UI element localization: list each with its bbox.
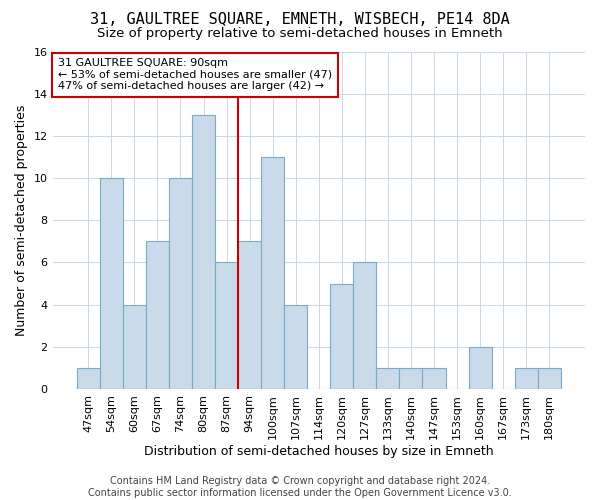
Bar <box>261 157 284 389</box>
Bar <box>538 368 561 389</box>
Bar <box>400 368 422 389</box>
Bar <box>284 304 307 389</box>
Bar <box>469 347 491 389</box>
Bar <box>422 368 446 389</box>
Bar <box>77 368 100 389</box>
Bar <box>330 284 353 389</box>
Text: Contains HM Land Registry data © Crown copyright and database right 2024.
Contai: Contains HM Land Registry data © Crown c… <box>88 476 512 498</box>
Bar <box>238 242 261 389</box>
Bar <box>353 262 376 389</box>
Text: Size of property relative to semi-detached houses in Emneth: Size of property relative to semi-detach… <box>97 28 503 40</box>
Bar <box>169 178 192 389</box>
Bar <box>100 178 123 389</box>
Y-axis label: Number of semi-detached properties: Number of semi-detached properties <box>15 104 28 336</box>
Bar <box>376 368 400 389</box>
Text: 31, GAULTREE SQUARE, EMNETH, WISBECH, PE14 8DA: 31, GAULTREE SQUARE, EMNETH, WISBECH, PE… <box>90 12 510 28</box>
Bar <box>215 262 238 389</box>
Text: 31 GAULTREE SQUARE: 90sqm
← 53% of semi-detached houses are smaller (47)
47% of : 31 GAULTREE SQUARE: 90sqm ← 53% of semi-… <box>58 58 332 92</box>
Bar <box>146 242 169 389</box>
Bar <box>192 115 215 389</box>
X-axis label: Distribution of semi-detached houses by size in Emneth: Distribution of semi-detached houses by … <box>144 444 494 458</box>
Bar <box>515 368 538 389</box>
Bar <box>123 304 146 389</box>
